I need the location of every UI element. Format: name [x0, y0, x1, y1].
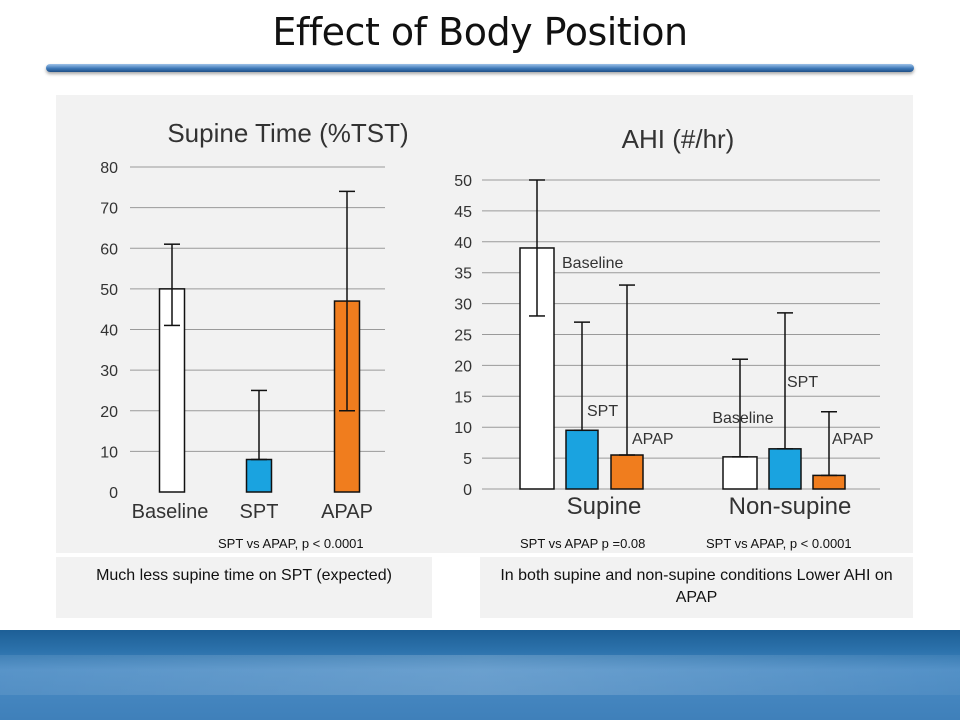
y-tick-label: 10	[100, 444, 118, 461]
pvalue-ahi-supine: SPT vs APAP p =0.08	[520, 536, 646, 551]
pvalue-supine-time: SPT vs APAP, p < 0.0001	[218, 536, 364, 551]
x-category-label: Baseline	[132, 501, 209, 523]
y-tick-label: 0	[109, 485, 118, 502]
y-tick-label: 70	[100, 201, 118, 218]
y-tick-label: 45	[454, 204, 472, 221]
bar-supine-apap	[610, 454, 644, 490]
bar-label-supine-baseline: Baseline	[562, 255, 623, 272]
x-category-label: SPT	[240, 501, 279, 523]
y-tick-label: 50	[100, 282, 118, 299]
y-tick-label: 40	[100, 323, 118, 340]
x-group-label: Supine	[567, 493, 642, 520]
footer-band	[0, 630, 960, 720]
chart-title: AHI (#/hr)	[622, 124, 735, 154]
bar-non-supine-apap	[812, 474, 846, 490]
y-tick-label: 15	[454, 389, 472, 406]
note-right: In both supine and non-supine conditions…	[480, 557, 913, 618]
y-tick-label: 0	[463, 482, 472, 499]
footer-highlight	[0, 655, 960, 695]
y-tick-label: 5	[463, 451, 472, 468]
y-tick-label: 40	[454, 235, 472, 252]
note-left: Much less supine time on SPT (expected)	[56, 557, 432, 618]
bar-supine-spt	[565, 429, 599, 490]
bar-label-non-supine-baseline: Baseline	[712, 410, 773, 427]
note-left-text: Much less supine time on SPT (expected)	[96, 567, 392, 584]
chart-title: Supine Time (%TST)	[167, 118, 408, 148]
slide-title: Effect of Body Position	[272, 10, 688, 54]
y-tick-label: 20	[100, 404, 118, 421]
y-tick-label: 60	[100, 241, 118, 258]
ahi-chart: AHI (#/hr) 0 5 10 15 20 25 30 35 40 45 50 Baseline SP…	[454, 124, 880, 520]
y-tick-label: 30	[454, 297, 472, 314]
bar-label-non-supine-spt: SPT	[787, 374, 818, 391]
y-tick-label: 10	[454, 420, 472, 437]
y-tick-label: 80	[100, 160, 118, 177]
bar-label-supine-apap: APAP	[632, 431, 674, 448]
x-category-label: APAP	[321, 501, 373, 523]
supine-time-chart: Supine Time (%TST) 0 10 20 30 40 50 60 70 80 Basel…	[100, 118, 408, 523]
title-divider	[46, 64, 914, 72]
bar-label-non-supine-apap: APAP	[832, 431, 874, 448]
x-group-label: Non-supine	[729, 493, 852, 520]
y-tick-label: 35	[454, 266, 472, 283]
y-tick-label: 25	[454, 328, 472, 345]
y-tick-label: 30	[100, 363, 118, 380]
y-tick-label: 50	[454, 173, 472, 190]
pvalue-ahi-nonsupine: SPT vs APAP, p < 0.0001	[706, 536, 852, 551]
bar-non-supine-spt	[768, 448, 802, 490]
bar-label-supine-spt: SPT	[587, 403, 618, 420]
bar-non-supine-baseline	[722, 456, 758, 490]
note-right-text: In both supine and non-supine conditions…	[500, 567, 893, 606]
bar-spt	[245, 458, 273, 493]
y-tick-label: 20	[454, 358, 472, 375]
